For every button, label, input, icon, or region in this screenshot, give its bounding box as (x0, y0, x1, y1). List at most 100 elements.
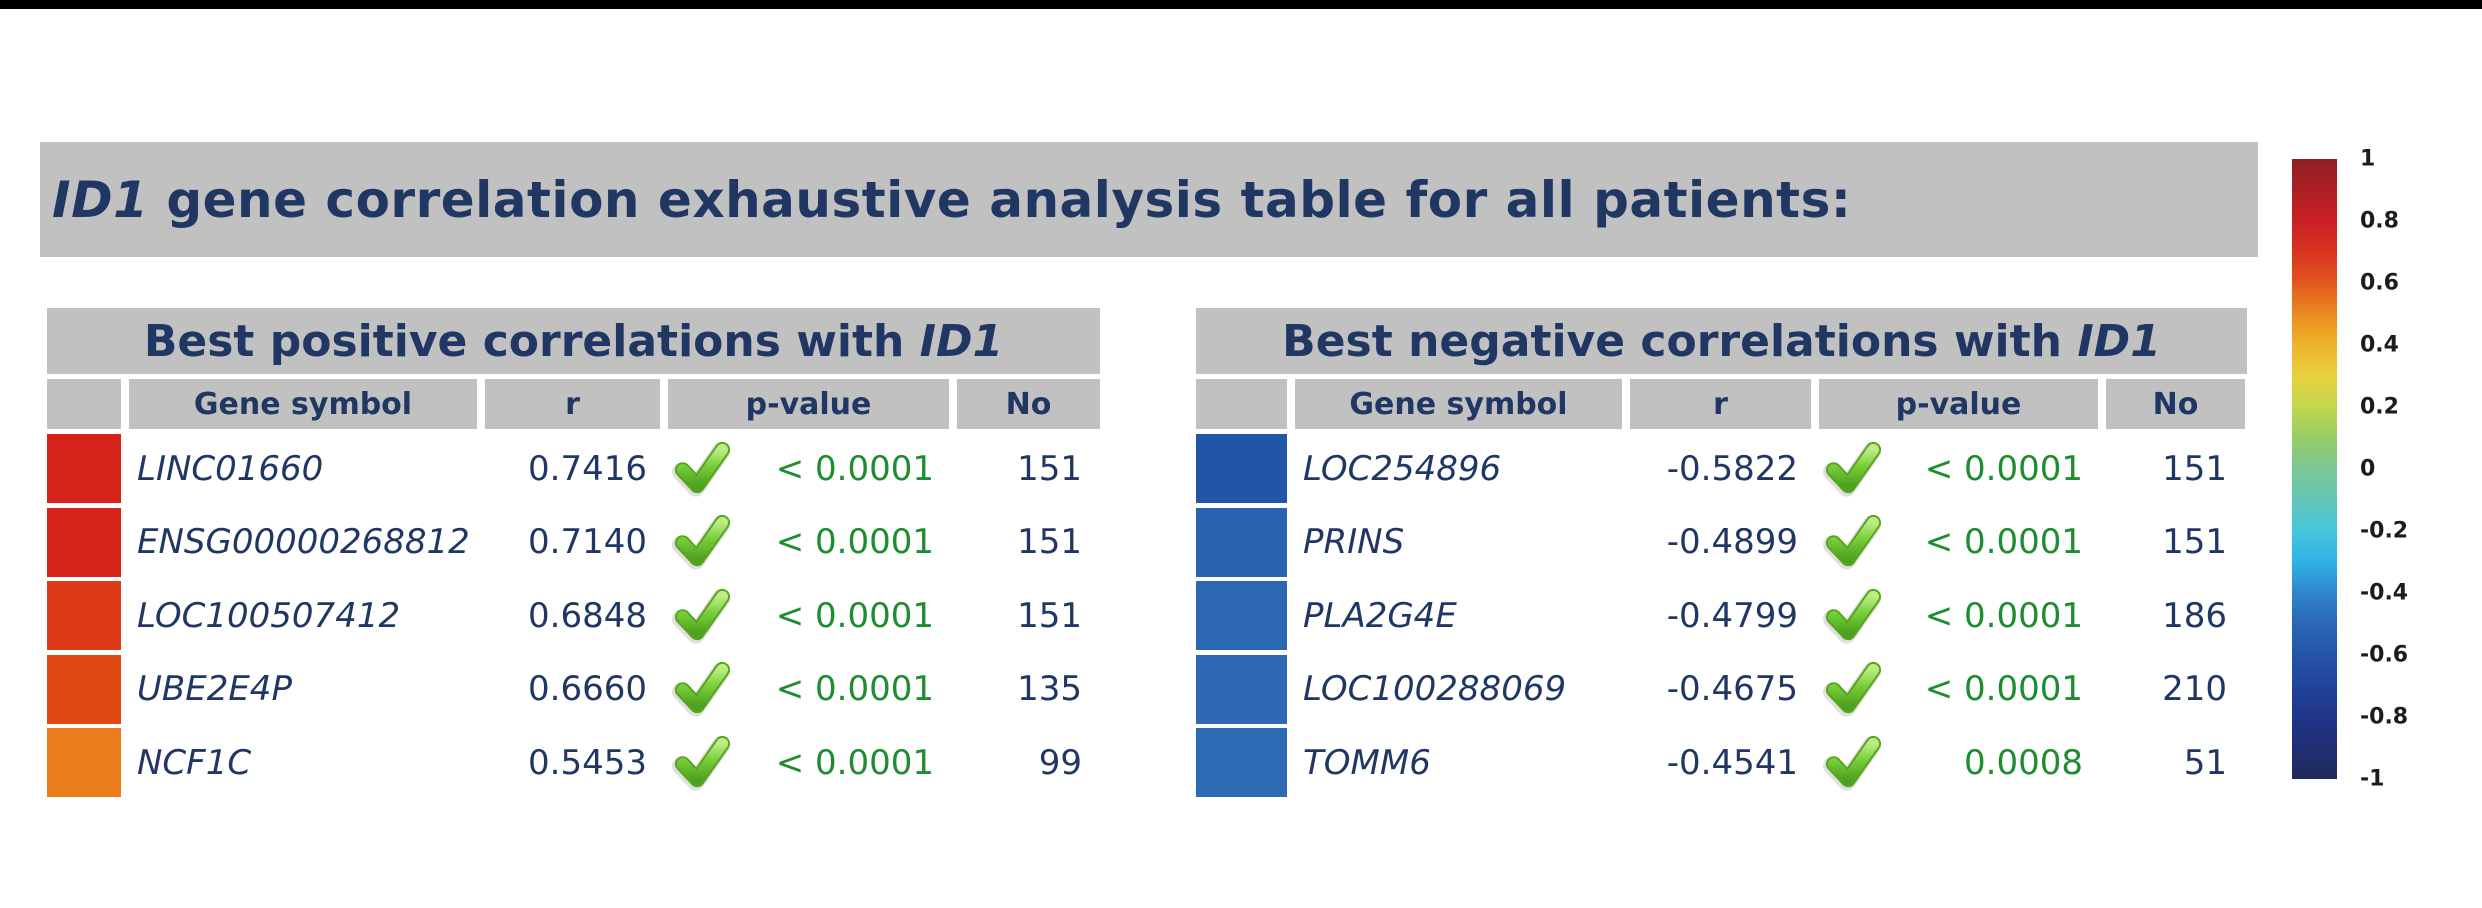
negative-column-headers: Gene symbol r p-value No (1196, 379, 2247, 429)
colorbar-tick-label: 1 (2360, 146, 2376, 172)
p-value-cell: < 0.0001 (1819, 581, 2098, 650)
r-value: 0.5453 (528, 742, 647, 783)
correlation-color-swatch (47, 654, 121, 724)
colorbar-tick-label: -0.4 (2360, 580, 2409, 606)
gene-symbol: LOC100288069 (1303, 669, 1567, 709)
significant-check-icon (672, 588, 731, 644)
p-value-column-header: p-value (668, 379, 949, 429)
correlation-color-swatch (47, 434, 121, 503)
table-row: PRINS -0.4899 < 0.0001 151 (1196, 507, 2247, 577)
p-value-cell: < 0.0001 (1819, 655, 2098, 724)
colorbar-tick-label: -0.6 (2360, 642, 2409, 668)
sample-count: 51 (2183, 742, 2227, 783)
p-value: < 0.0001 (775, 522, 934, 562)
negative-table-rows: LOC254896 -0.5822 < 0.0001 151 PRINS (1196, 434, 2247, 797)
p-value-cell: < 0.0001 (1819, 508, 2098, 577)
gene-symbol: PRINS (1303, 522, 1405, 562)
table-row: PLA2G4E -0.4799 < 0.0001 186 (1196, 581, 2247, 650)
colorbar-tick-label: 0.2 (2360, 394, 2399, 420)
sample-count: 151 (1017, 595, 1082, 636)
page-title-bar: ID1 gene correlation exhaustive analysis… (40, 142, 2258, 257)
significant-check-icon (1823, 514, 1882, 570)
correlation-color-swatch (47, 728, 121, 797)
r-value: -0.4541 (1666, 742, 1798, 783)
sample-count: 151 (2162, 522, 2227, 562)
no-column-header: No (2106, 379, 2245, 429)
positive-table-rows: LINC01660 0.7416 < 0.0001 151 ENSG000002 (47, 434, 1100, 797)
correlation-color-swatch (1196, 654, 1287, 724)
r-value: 0.6848 (528, 595, 647, 636)
correlation-color-swatch (47, 581, 121, 650)
swatch-column-header (47, 379, 121, 429)
r-value: 0.6660 (528, 669, 647, 709)
table-row: LINC01660 0.7416 < 0.0001 151 (47, 434, 1100, 503)
gene-symbol-column-header: Gene symbol (1295, 379, 1622, 429)
p-value: < 0.0001 (775, 742, 934, 783)
p-value: < 0.0001 (1924, 595, 2083, 636)
colorbar-tick-label: 0.6 (2360, 270, 2399, 296)
p-value-cell: < 0.0001 (668, 728, 949, 797)
significant-check-icon (1823, 441, 1882, 497)
p-value: < 0.0001 (775, 448, 934, 489)
correlation-color-swatch (1196, 507, 1287, 577)
sample-count: 151 (2162, 448, 2227, 489)
significant-check-icon (672, 514, 731, 570)
correlation-colorbar: 1 0.8 0.6 0.4 0.2 0 -0.2 -0.4 -0.6 -0.8 -1 (2292, 147, 2482, 792)
table-row: UBE2E4P 0.6660 < 0.0001 135 (47, 654, 1100, 724)
p-value-cell: < 0.0001 (668, 434, 949, 503)
table-row: ENSG00000268812 0.7140 < 0.0001 151 (47, 507, 1100, 577)
gene-symbol: NCF1C (137, 742, 252, 783)
table-row: LOC100288069 -0.4675 < 0.0001 210 (1196, 654, 2247, 724)
positive-table-title: Best positive correlations with ID1 (144, 316, 1003, 367)
gene-symbol: LOC254896 (1303, 448, 1502, 489)
positive-column-headers: Gene symbol r p-value No (47, 379, 1100, 429)
p-value: < 0.0001 (775, 669, 934, 709)
table-row: TOMM6 -0.4541 0.0008 51 (1196, 728, 2247, 797)
colorbar-tick-label: -0.8 (2360, 704, 2409, 730)
page-title-rest: gene correlation exhaustive analysis tab… (148, 170, 1852, 229)
p-value-cell: < 0.0001 (668, 508, 949, 577)
page-title-gene: ID1 (52, 170, 149, 229)
no-column-header: No (957, 379, 1100, 429)
r-value: 0.7416 (528, 448, 647, 489)
p-value-column-header: p-value (1819, 379, 2098, 429)
sample-count: 151 (1017, 448, 1082, 489)
r-column-header: r (1630, 379, 1811, 429)
p-value: < 0.0001 (1924, 669, 2083, 709)
colorbar-tick-label: 0.8 (2360, 208, 2399, 234)
significant-check-icon (672, 441, 731, 497)
negative-correlations-table: Best negative correlations with ID1 Gene… (1196, 308, 2247, 802)
colorbar-tick-label: -1 (2360, 766, 2385, 792)
colorbar-gradient (2292, 159, 2337, 779)
negative-table-header: Best negative correlations with ID1 (1196, 308, 2247, 374)
significant-check-icon (672, 661, 731, 717)
gene-symbol: UBE2E4P (137, 669, 292, 709)
table-row: NCF1C 0.5453 < 0.0001 99 (47, 728, 1100, 797)
swatch-column-header (1196, 379, 1287, 429)
p-value: < 0.0001 (775, 595, 934, 636)
table-row: LOC100507412 0.6848 < 0.0001 151 (47, 581, 1100, 650)
sample-count: 135 (1017, 669, 1082, 709)
sample-count: 210 (2162, 669, 2227, 709)
colorbar-tick-labels: 1 0.8 0.6 0.4 0.2 0 -0.2 -0.4 -0.6 -0.8 -1 (2360, 147, 2480, 792)
gene-symbol: TOMM6 (1303, 742, 1431, 783)
sample-count: 99 (1038, 742, 1082, 783)
page-title: ID1 gene correlation exhaustive analysis… (52, 171, 1851, 229)
positive-table-title-gene: ID1 (919, 315, 1004, 367)
gene-symbol: LINC01660 (137, 448, 324, 489)
significant-check-icon (1823, 588, 1882, 644)
correlation-color-swatch (47, 507, 121, 577)
positive-table-header: Best positive correlations with ID1 (47, 308, 1100, 374)
p-value: < 0.0001 (1924, 522, 2083, 562)
sample-count: 151 (1017, 522, 1082, 562)
r-value: -0.4799 (1666, 595, 1798, 636)
r-value: -0.5822 (1666, 448, 1798, 489)
p-value: < 0.0001 (1924, 448, 2083, 489)
r-value: -0.4899 (1666, 522, 1798, 562)
p-value: 0.0008 (1964, 742, 2083, 783)
gene-symbol: LOC100507412 (137, 595, 401, 636)
negative-table-title-text: Best negative correlations with (1282, 315, 2078, 367)
top-divider-bar (0, 0, 2482, 9)
gene-symbol-column-header: Gene symbol (129, 379, 477, 429)
correlation-color-swatch (1196, 581, 1287, 650)
